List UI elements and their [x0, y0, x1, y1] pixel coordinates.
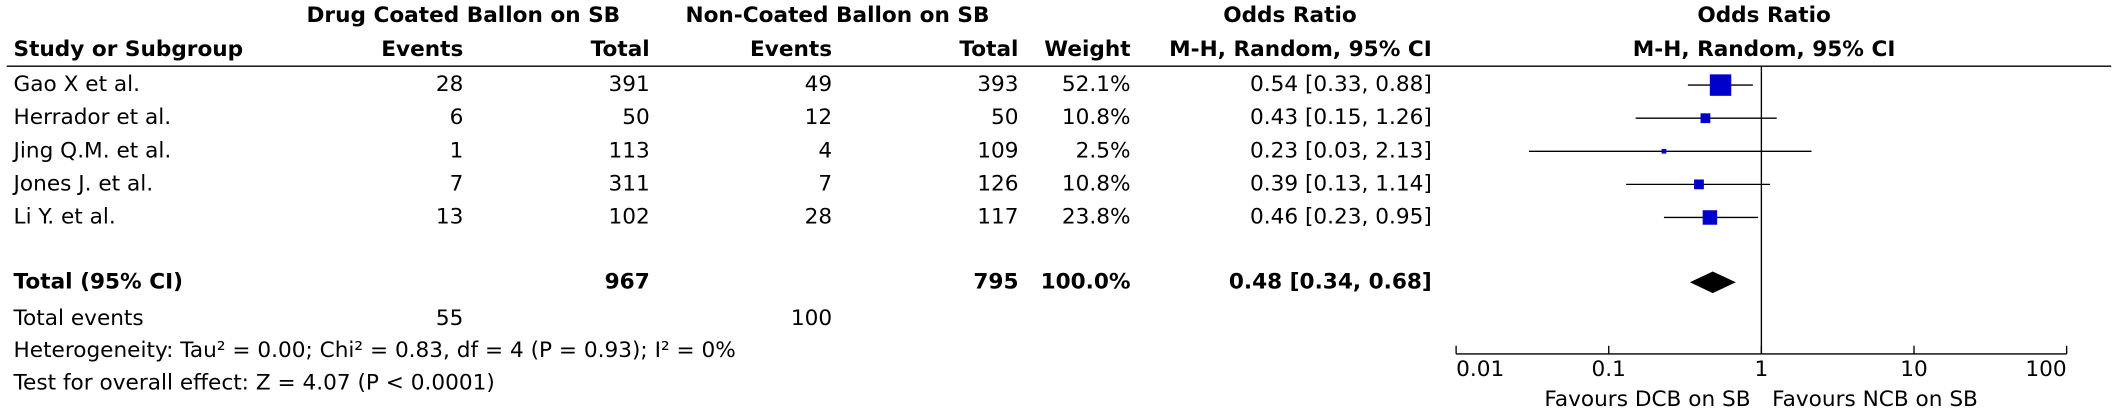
- table-cell: 50: [991, 105, 1019, 130]
- heterogeneity: Heterogeneity: Tau² = 0.00; Chi² = 0.83,…: [14, 338, 736, 363]
- table-cell: 0.46 [0.23, 0.95]: [1250, 204, 1432, 229]
- x-tick-label: 10: [1900, 357, 1927, 382]
- study-name: Gao X et al.: [14, 72, 141, 97]
- table-cell: 0.23 [0.03, 2.13]: [1250, 138, 1432, 163]
- table-cell: 7: [818, 171, 832, 196]
- x-tick-label: 0.01: [1456, 357, 1504, 382]
- effect-square: [1661, 148, 1667, 154]
- study-name: Jing Q.M. et al.: [12, 138, 172, 163]
- table-cell: 4: [818, 138, 832, 163]
- table-cell: 23.8%: [1062, 204, 1131, 229]
- table-cell: 109: [977, 138, 1018, 163]
- table-cell: 0.39 [0.13, 1.14]: [1250, 171, 1432, 196]
- table-cell: 100: [791, 306, 832, 331]
- table-cell: 50: [622, 105, 649, 130]
- column-header: M-H, Random, 95% CI: [1169, 37, 1432, 62]
- table-cell: 13: [436, 204, 464, 229]
- table-cell: 393: [977, 72, 1018, 97]
- table-cell: 1: [450, 138, 464, 163]
- effect-square: [1700, 113, 1711, 124]
- table-cell: 391: [608, 72, 649, 97]
- table-cell: 28: [436, 72, 464, 97]
- x-tick-label: 100: [2025, 357, 2066, 382]
- group-header: Drug Coated Ballon on SB: [306, 3, 620, 28]
- or-header: Odds Ratio: [1223, 3, 1357, 28]
- favours-left: Favours DCB on SB: [1544, 387, 1750, 412]
- table-cell: 49: [805, 72, 833, 97]
- table-cell: 311: [608, 171, 649, 196]
- table-cell: 0.54 [0.33, 0.88]: [1250, 72, 1432, 97]
- study-name: Jones J. et al.: [12, 171, 154, 196]
- table-cell: 52.1%: [1062, 72, 1131, 97]
- effect-square: [1709, 74, 1732, 96]
- table-cell: 6: [450, 105, 464, 130]
- effect-square: [1694, 179, 1704, 190]
- total-diamond: [1689, 271, 1736, 294]
- column-header: Total: [591, 37, 650, 62]
- table-cell: 967: [605, 269, 650, 294]
- x-tick-label: 0.1: [1592, 357, 1626, 382]
- table-cell: 795: [973, 269, 1018, 294]
- table-cell: 28: [805, 204, 833, 229]
- favours-right: Favours NCB on SB: [1772, 387, 1978, 412]
- table-cell: 0.48 [0.34, 0.68]: [1229, 269, 1432, 294]
- table-cell: 12: [805, 105, 833, 130]
- table-cell: 7: [450, 171, 464, 196]
- table-cell: 55: [436, 306, 464, 331]
- plot-header: Odds Ratio: [1697, 3, 1831, 28]
- table-cell: 10.8%: [1062, 171, 1131, 196]
- study-name: Herrador et al.: [14, 105, 172, 130]
- group-header: Non-Coated Ballon on SB: [685, 3, 989, 28]
- table-cell: 10.8%: [1062, 105, 1131, 130]
- table-cell: 100.0%: [1041, 269, 1131, 294]
- column-header: Study or Subgroup: [14, 37, 244, 62]
- table-cell: 2.5%: [1076, 138, 1131, 163]
- total-events-label: Total events: [13, 306, 144, 331]
- x-tick-label: 1: [1755, 357, 1769, 382]
- table-cell: 113: [608, 138, 649, 163]
- table-cell: 102: [608, 204, 649, 229]
- table-cell: 0.43 [0.15, 1.26]: [1250, 105, 1432, 130]
- study-name: Li Y. et al.: [14, 204, 116, 229]
- column-header: Events: [750, 37, 832, 62]
- column-header: Total: [959, 37, 1018, 62]
- overall-effect: Test for overall effect: Z = 4.07 (P < 0…: [13, 371, 495, 396]
- column-header: Events: [381, 37, 463, 62]
- column-header: Weight: [1044, 37, 1130, 62]
- table-cell: 126: [977, 171, 1018, 196]
- table-cell: 117: [977, 204, 1018, 229]
- total-name: Total (95% CI): [14, 269, 183, 294]
- effect-square: [1702, 210, 1718, 225]
- plot-header: M-H, Random, 95% CI: [1633, 37, 1896, 62]
